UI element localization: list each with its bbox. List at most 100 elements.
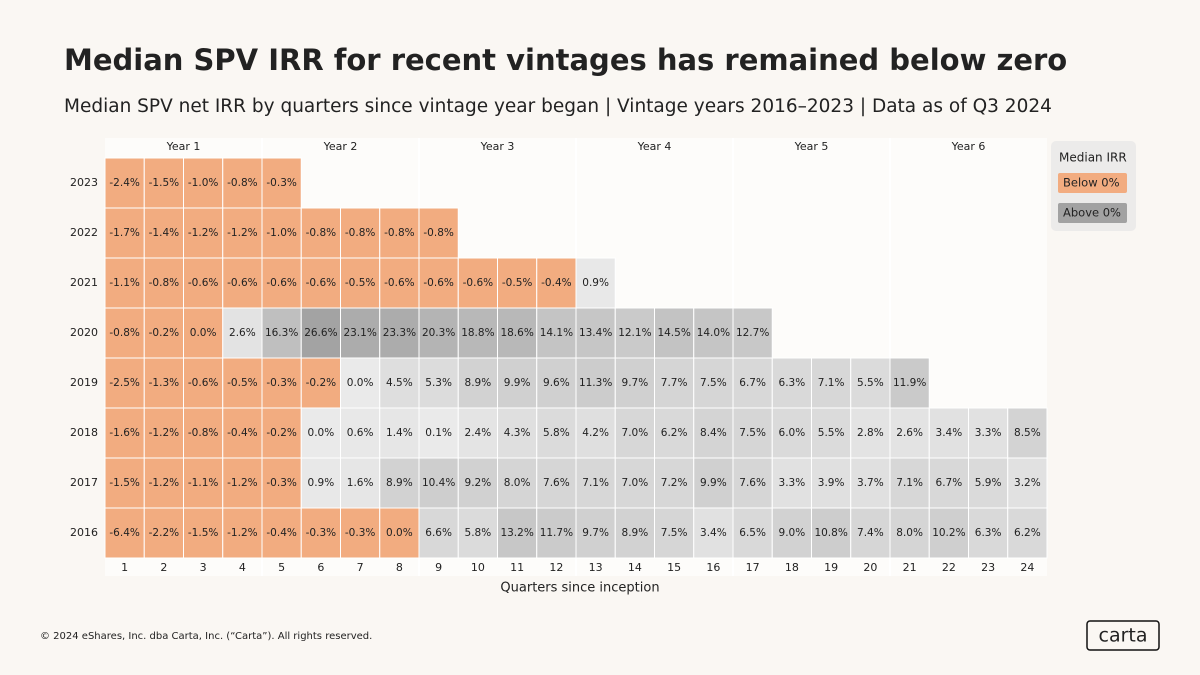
cell-label: -0.6% [384, 277, 414, 289]
cell-label: 3.2% [1014, 477, 1041, 489]
x-tick-label: 18 [785, 561, 799, 574]
cell-label: 0.0% [347, 377, 374, 389]
heatmap-cell [379, 357, 420, 409]
heatmap-cell [928, 457, 969, 509]
cell-label: 7.7% [661, 377, 688, 389]
heatmap-cell [379, 307, 420, 359]
heatmap-cell [222, 357, 263, 409]
x-tick-label: 14 [628, 561, 642, 574]
cell-label: 14.0% [697, 327, 730, 339]
cell-label: 9.2% [465, 477, 492, 489]
cell-label: 3.4% [936, 427, 963, 439]
cell-label: 5.8% [543, 427, 570, 439]
heatmap-cell [183, 357, 224, 409]
cell-label: -0.8% [188, 427, 218, 439]
heatmap-cell [261, 507, 302, 559]
cell-label: 3.4% [700, 527, 727, 539]
cell-label: 26.6% [304, 327, 337, 339]
y-tick-label: 2020 [70, 326, 98, 339]
y-tick-label: 2019 [70, 376, 98, 389]
heatmap-cell [457, 407, 498, 459]
cell-label: 2.6% [229, 327, 256, 339]
heatmap-cell [497, 507, 538, 559]
cell-label: 10.8% [814, 527, 847, 539]
cell-label: 16.3% [265, 327, 298, 339]
y-tick-label: 2017 [70, 476, 98, 489]
cell-label: -0.8% [227, 177, 257, 189]
heatmap-cell [614, 357, 655, 409]
cell-label: -0.8% [306, 227, 336, 239]
heatmap-cell [811, 407, 852, 459]
cell-label: 0.1% [425, 427, 452, 439]
cell-label: -0.4% [541, 277, 571, 289]
heatmap-cell [143, 307, 184, 359]
heatmap-cell [143, 357, 184, 409]
cell-label: -0.6% [188, 377, 218, 389]
cell-label: 12.1% [618, 327, 651, 339]
cell-label: -1.0% [266, 227, 296, 239]
heatmap-cell [968, 407, 1009, 459]
cell-label: -1.2% [227, 527, 257, 539]
heatmap-cell [340, 507, 381, 559]
cell-label: 7.5% [700, 377, 727, 389]
heatmap-cell [261, 207, 302, 259]
y-tick-label: 2022 [70, 226, 98, 239]
cell-label: -1.4% [149, 227, 179, 239]
x-tick-label: 3 [200, 561, 207, 574]
cell-label: -0.8% [384, 227, 414, 239]
cell-label: -0.6% [423, 277, 453, 289]
column-group-label: Year 1 [166, 140, 201, 153]
cell-label: -0.3% [266, 477, 296, 489]
legend-label: Above 0% [1063, 206, 1121, 220]
x-tick-label: 10 [471, 561, 485, 574]
heatmap-cell [261, 257, 302, 309]
heatmap-cell [222, 157, 263, 209]
cell-label: -0.8% [149, 277, 179, 289]
x-tick-label: 20 [863, 561, 877, 574]
cell-label: -2.4% [109, 177, 139, 189]
heatmap-cell [183, 457, 224, 509]
cell-label: 2.4% [465, 427, 492, 439]
heatmap-cell [889, 507, 930, 559]
heatmap-cell [614, 507, 655, 559]
cell-label: -1.5% [149, 177, 179, 189]
cell-label: -1.1% [109, 277, 139, 289]
cell-label: 8.0% [896, 527, 923, 539]
heatmap-cell [575, 257, 616, 309]
cell-label: -0.3% [306, 527, 336, 539]
heatmap-cell [575, 407, 616, 459]
x-tick-label: 17 [746, 561, 760, 574]
x-tick-label: 5 [278, 561, 285, 574]
cell-label: 0.9% [308, 477, 335, 489]
column-group-label: Year 6 [951, 140, 986, 153]
x-tick-label: 2 [160, 561, 167, 574]
heatmap-cell [497, 357, 538, 409]
logo: carta [1099, 625, 1148, 647]
heatmap-cell [340, 257, 381, 309]
cell-label: -2.2% [149, 527, 179, 539]
legend-swatch [1058, 203, 1127, 223]
cell-label: 14.1% [540, 327, 573, 339]
cell-label: -0.5% [227, 377, 257, 389]
x-tick-label: 7 [357, 561, 364, 574]
heatmap-cell [104, 157, 145, 209]
cell-label: 6.5% [739, 527, 766, 539]
cell-label: 7.0% [622, 427, 649, 439]
heatmap-cell [654, 507, 695, 559]
legend-label: Below 0% [1063, 176, 1120, 190]
cell-label: 8.0% [504, 477, 531, 489]
heatmap-cell [143, 207, 184, 259]
heatmap-cell [300, 207, 341, 259]
cell-label: -0.2% [266, 427, 296, 439]
heatmap-cell [457, 507, 498, 559]
x-tick-label: 24 [1020, 561, 1034, 574]
cell-label: 10.2% [932, 527, 965, 539]
heatmap-cell [300, 357, 341, 409]
heatmap-cell [300, 407, 341, 459]
cell-label: 6.3% [975, 527, 1002, 539]
heatmap-cell [771, 357, 812, 409]
cell-label: 7.2% [661, 477, 688, 489]
cell-label: -0.6% [463, 277, 493, 289]
cell-label: -0.8% [423, 227, 453, 239]
